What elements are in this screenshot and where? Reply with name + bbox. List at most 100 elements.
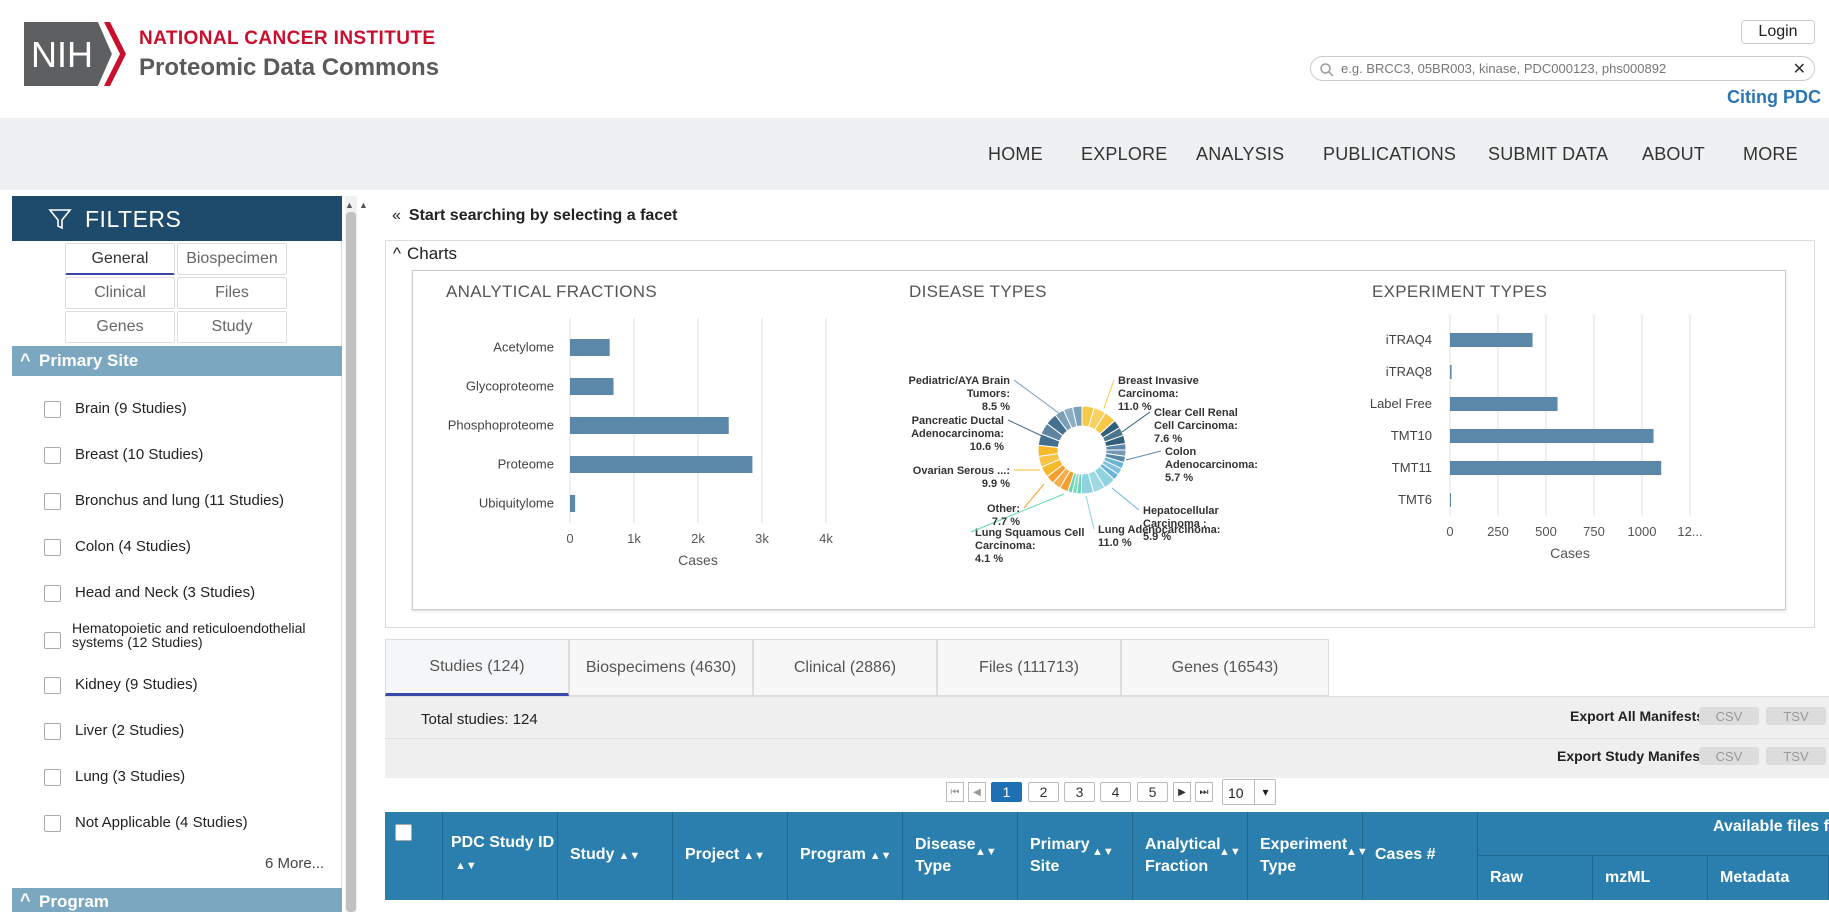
col-raw[interactable]: Raw (1478, 856, 1593, 900)
nih-logo[interactable]: NIH (24, 22, 127, 86)
disease-types-chart: Breast Invasive Carcinoma: 11.0 % Clear Cel… (909, 375, 1258, 565)
x-tick-label: 3k (755, 531, 769, 546)
checkbox[interactable] (44, 585, 61, 602)
col-pdc-study-id[interactable]: PDC Study ID ▲▼ (443, 812, 558, 900)
site-item-liver[interactable]: Liver (2 Studies) (44, 720, 334, 744)
col-program[interactable]: Program ▲▼ (788, 812, 903, 900)
page-button-2[interactable]: 2 (1028, 782, 1059, 802)
select-all-checkbox[interactable] (395, 824, 412, 841)
page-button-5[interactable]: 5 (1137, 782, 1168, 802)
nav-publications[interactable]: PUBLICATIONS (1323, 144, 1457, 164)
checkbox[interactable] (44, 447, 61, 464)
tab-studies[interactable]: Studies (124) (385, 639, 569, 696)
site-item-kidney[interactable]: Kidney (9 Studies) (44, 674, 334, 698)
logo-text: NIH (31, 34, 93, 75)
col-primary-site[interactable]: Primary Site ▲▼ (1018, 812, 1133, 900)
filter-tab-general[interactable]: General (65, 243, 175, 275)
col-study[interactable]: Study ▲▼ (558, 812, 673, 900)
bar (570, 378, 614, 395)
site-item-breast[interactable]: Breast (10 Studies) (44, 444, 334, 468)
page-button-1[interactable]: 1 (991, 782, 1022, 802)
pie-label: Other: 7.7 % (987, 503, 1020, 528)
prev-page-icon[interactable]: ◀ (968, 782, 986, 802)
nav-more[interactable]: MORE (1743, 144, 1798, 164)
col-cases[interactable]: Cases # (1363, 812, 1478, 900)
checkbox[interactable] (44, 632, 61, 649)
chevron-up-icon: ^ (393, 244, 401, 263)
y-tick-label: Glycoproteome (466, 379, 554, 394)
filter-tab-biospecimen[interactable]: Biospecimen (177, 243, 287, 275)
checkbox[interactable] (44, 401, 61, 418)
export-all-tsv-button[interactable]: TSV (1766, 707, 1826, 725)
site-label: Hematopoietic and reticuloendothelial sy… (72, 620, 306, 650)
filter-tab-genes[interactable]: Genes (65, 311, 175, 343)
org-name: NATIONAL CANCER INSTITUTE (139, 28, 436, 49)
nav-submit-data[interactable]: SUBMIT DATA (1488, 144, 1609, 164)
col-mzml[interactable]: mzML (1593, 856, 1708, 900)
clear-icon[interactable]: ✕ (1792, 61, 1806, 78)
page-button-3[interactable]: 3 (1064, 782, 1095, 802)
more-sites-link[interactable]: 6 More... (265, 855, 325, 872)
primary-site-section[interactable]: ^ Primary Site (12, 346, 342, 376)
site-item-hematopoietic[interactable]: Hematopoietic and reticuloendothelial sy… (44, 621, 334, 668)
total-studies: Total studies: 124 (421, 711, 538, 728)
filter-icon (48, 209, 72, 230)
last-page-icon[interactable]: ⏭ (1195, 782, 1213, 802)
site-label: Head and Neck (3 Studies) (75, 584, 256, 601)
checkbox[interactable] (44, 723, 61, 740)
nav-explore[interactable]: EXPLORE (1081, 144, 1168, 164)
filter-tab-study[interactable]: Study (177, 311, 287, 343)
program-section[interactable]: ^ Program (12, 888, 342, 912)
page-button-4[interactable]: 4 (1100, 782, 1131, 802)
scroll-up-icon[interactable]: ▲ (345, 200, 354, 210)
checkbox[interactable] (44, 677, 61, 694)
sidebar-scroll-thumb[interactable] (346, 212, 356, 912)
search-input[interactable] (1341, 59, 1781, 78)
site-item-not-applicable[interactable]: Not Applicable (4 Studies) (44, 812, 334, 836)
col-project[interactable]: Project ▲▼ (673, 812, 788, 900)
first-page-icon[interactable]: ⏮ (946, 782, 964, 802)
pie-label: Pediatric/AYA Brain Tumors: 8.5 % (909, 375, 1011, 413)
export-study-tsv-button[interactable]: TSV (1766, 747, 1826, 765)
pie-label: Ovarian Serous ...: 9.9 % (913, 465, 1010, 490)
page-size-value: 10 (1228, 785, 1244, 801)
main-nav (0, 118, 1829, 190)
export-bar (385, 738, 1829, 778)
col-analytical-fraction[interactable]: Analytical Fraction ▲▼ (1133, 812, 1248, 900)
col-experiment-type[interactable]: Experiment Type ▲▼ (1248, 812, 1368, 900)
site-item-brain[interactable]: Brain (9 Studies) (44, 398, 334, 422)
col-disease-type[interactable]: Disease Type ▲▼ (903, 812, 1018, 900)
charts-toggle[interactable]: ^ Charts (393, 244, 457, 264)
checkbox[interactable] (44, 769, 61, 786)
tab-genes[interactable]: Genes (16543) (1121, 639, 1329, 696)
login-button[interactable]: Login (1741, 20, 1815, 44)
nav-about[interactable]: ABOUT (1642, 144, 1706, 164)
scroll-up-icon[interactable]: ▲ (359, 200, 368, 210)
facet-hint[interactable]: « Start searching by selecting a facet (392, 207, 677, 225)
filter-tab-files[interactable]: Files (177, 277, 287, 309)
tab-clinical[interactable]: Clinical (2886) (753, 639, 937, 696)
tab-files[interactable]: Files (111713) (937, 639, 1121, 696)
summary-bar (385, 696, 1829, 738)
nav-home[interactable]: HOME (988, 144, 1043, 164)
checkbox[interactable] (44, 539, 61, 556)
page-size-select[interactable]: 10 ▾ (1222, 779, 1276, 805)
site-item-head-neck[interactable]: Head and Neck (3 Studies) (44, 582, 334, 606)
search-box[interactable]: ✕ (1310, 56, 1815, 81)
table-row[interactable] (385, 900, 1829, 912)
checkbox[interactable] (44, 815, 61, 832)
export-all-csv-button[interactable]: CSV (1699, 707, 1759, 725)
nav-analysis[interactable]: ANALYSIS (1196, 144, 1285, 164)
x-tick-label: 2k (691, 531, 705, 546)
tab-biospecimens[interactable]: Biospecimens (4630) (569, 639, 753, 696)
site-item-colon[interactable]: Colon (4 Studies) (44, 536, 334, 560)
y-tick-label: TMT11 (1392, 460, 1432, 475)
checkbox[interactable] (44, 493, 61, 510)
site-item-bronchus[interactable]: Bronchus and lung (11 Studies) (44, 490, 334, 514)
citing-pdc-link[interactable]: Citing PDC (1727, 87, 1821, 107)
export-study-csv-button[interactable]: CSV (1699, 747, 1759, 765)
site-item-lung[interactable]: Lung (3 Studies) (44, 766, 334, 790)
col-metadata[interactable]: Metadata (1708, 856, 1829, 900)
filter-tab-clinical[interactable]: Clinical (65, 277, 175, 309)
next-page-icon[interactable]: ▶ (1173, 782, 1191, 802)
